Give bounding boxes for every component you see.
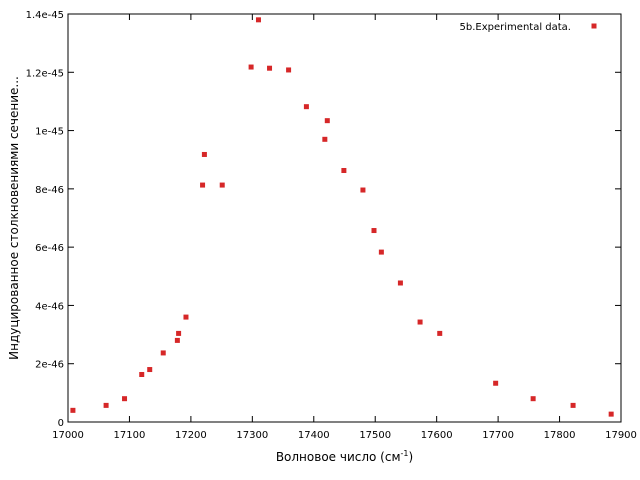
- data-point: [341, 167, 347, 173]
- data-point: [267, 65, 273, 71]
- x-tick-label: 17200: [175, 430, 207, 441]
- legend-marker: [591, 23, 597, 29]
- x-axis-label-superscript: -1: [401, 449, 409, 458]
- x-tick-label: 17900: [605, 430, 637, 441]
- x-tick-label: 17000: [52, 430, 84, 441]
- x-tick-label: 17600: [421, 430, 453, 441]
- data-point: [371, 228, 377, 234]
- data-point: [176, 330, 182, 336]
- x-tick-label: 17100: [114, 430, 146, 441]
- data-point: [200, 182, 206, 188]
- data-point: [570, 402, 576, 408]
- x-axis-label-close: ): [408, 450, 413, 464]
- data-point: [70, 407, 76, 413]
- data-point: [303, 104, 309, 110]
- y-tick-label: 1e-45: [35, 127, 64, 138]
- data-point: [248, 64, 254, 70]
- plot-frame: [67, 13, 622, 423]
- data-point: [201, 151, 207, 157]
- data-point: [286, 67, 292, 73]
- data-point: [608, 411, 614, 417]
- x-tick-label: 17400: [298, 430, 330, 441]
- data-point: [174, 337, 180, 343]
- data-points: [70, 17, 614, 417]
- data-point: [417, 319, 423, 325]
- x-tick-label: 17800: [544, 430, 576, 441]
- data-point: [493, 380, 499, 386]
- data-point: [122, 396, 128, 402]
- data-point: [360, 187, 366, 193]
- y-tick-label: 6e-46: [35, 243, 64, 254]
- y-tick-label: 4e-46: [35, 301, 64, 312]
- x-axis-label: Волновое число (см-1): [276, 449, 413, 464]
- data-point: [255, 17, 261, 23]
- data-point: [183, 314, 189, 320]
- legend: 5b.Experimental data.: [460, 22, 597, 33]
- data-point: [147, 367, 153, 373]
- data-point: [530, 396, 536, 402]
- data-point: [378, 249, 384, 255]
- data-point: [437, 330, 443, 336]
- legend-label: 5b.Experimental data.: [460, 22, 571, 33]
- x-tick-label: 17500: [359, 430, 391, 441]
- x-tick-label: 17300: [236, 430, 268, 441]
- data-point: [322, 136, 328, 142]
- data-point: [160, 350, 166, 356]
- data-point: [219, 182, 225, 188]
- data-point: [103, 402, 109, 408]
- data-point: [397, 280, 403, 286]
- y-axis-label: Индуцированное столкновениями сечение...: [7, 76, 21, 360]
- y-tick-label: 0: [58, 418, 64, 429]
- y-axis-ticks: 0 2e-46 4e-46 6e-46 8e-46 1e-45 1.2e-45 1.4e-45: [26, 10, 621, 429]
- y-tick-label: 1.2e-45: [26, 68, 64, 79]
- x-axis-label-main: Волновое число (см: [276, 450, 401, 464]
- x-axis-ticks: 17000 17100 17200 17300 17400 17500 17600 17700…: [52, 14, 637, 441]
- x-tick-label: 17700: [482, 430, 514, 441]
- data-point: [324, 118, 330, 124]
- data-point: [139, 371, 145, 377]
- y-tick-label: 2e-46: [35, 360, 64, 371]
- y-tick-label: 1.4e-45: [26, 10, 64, 21]
- y-tick-label: 8e-46: [35, 185, 64, 196]
